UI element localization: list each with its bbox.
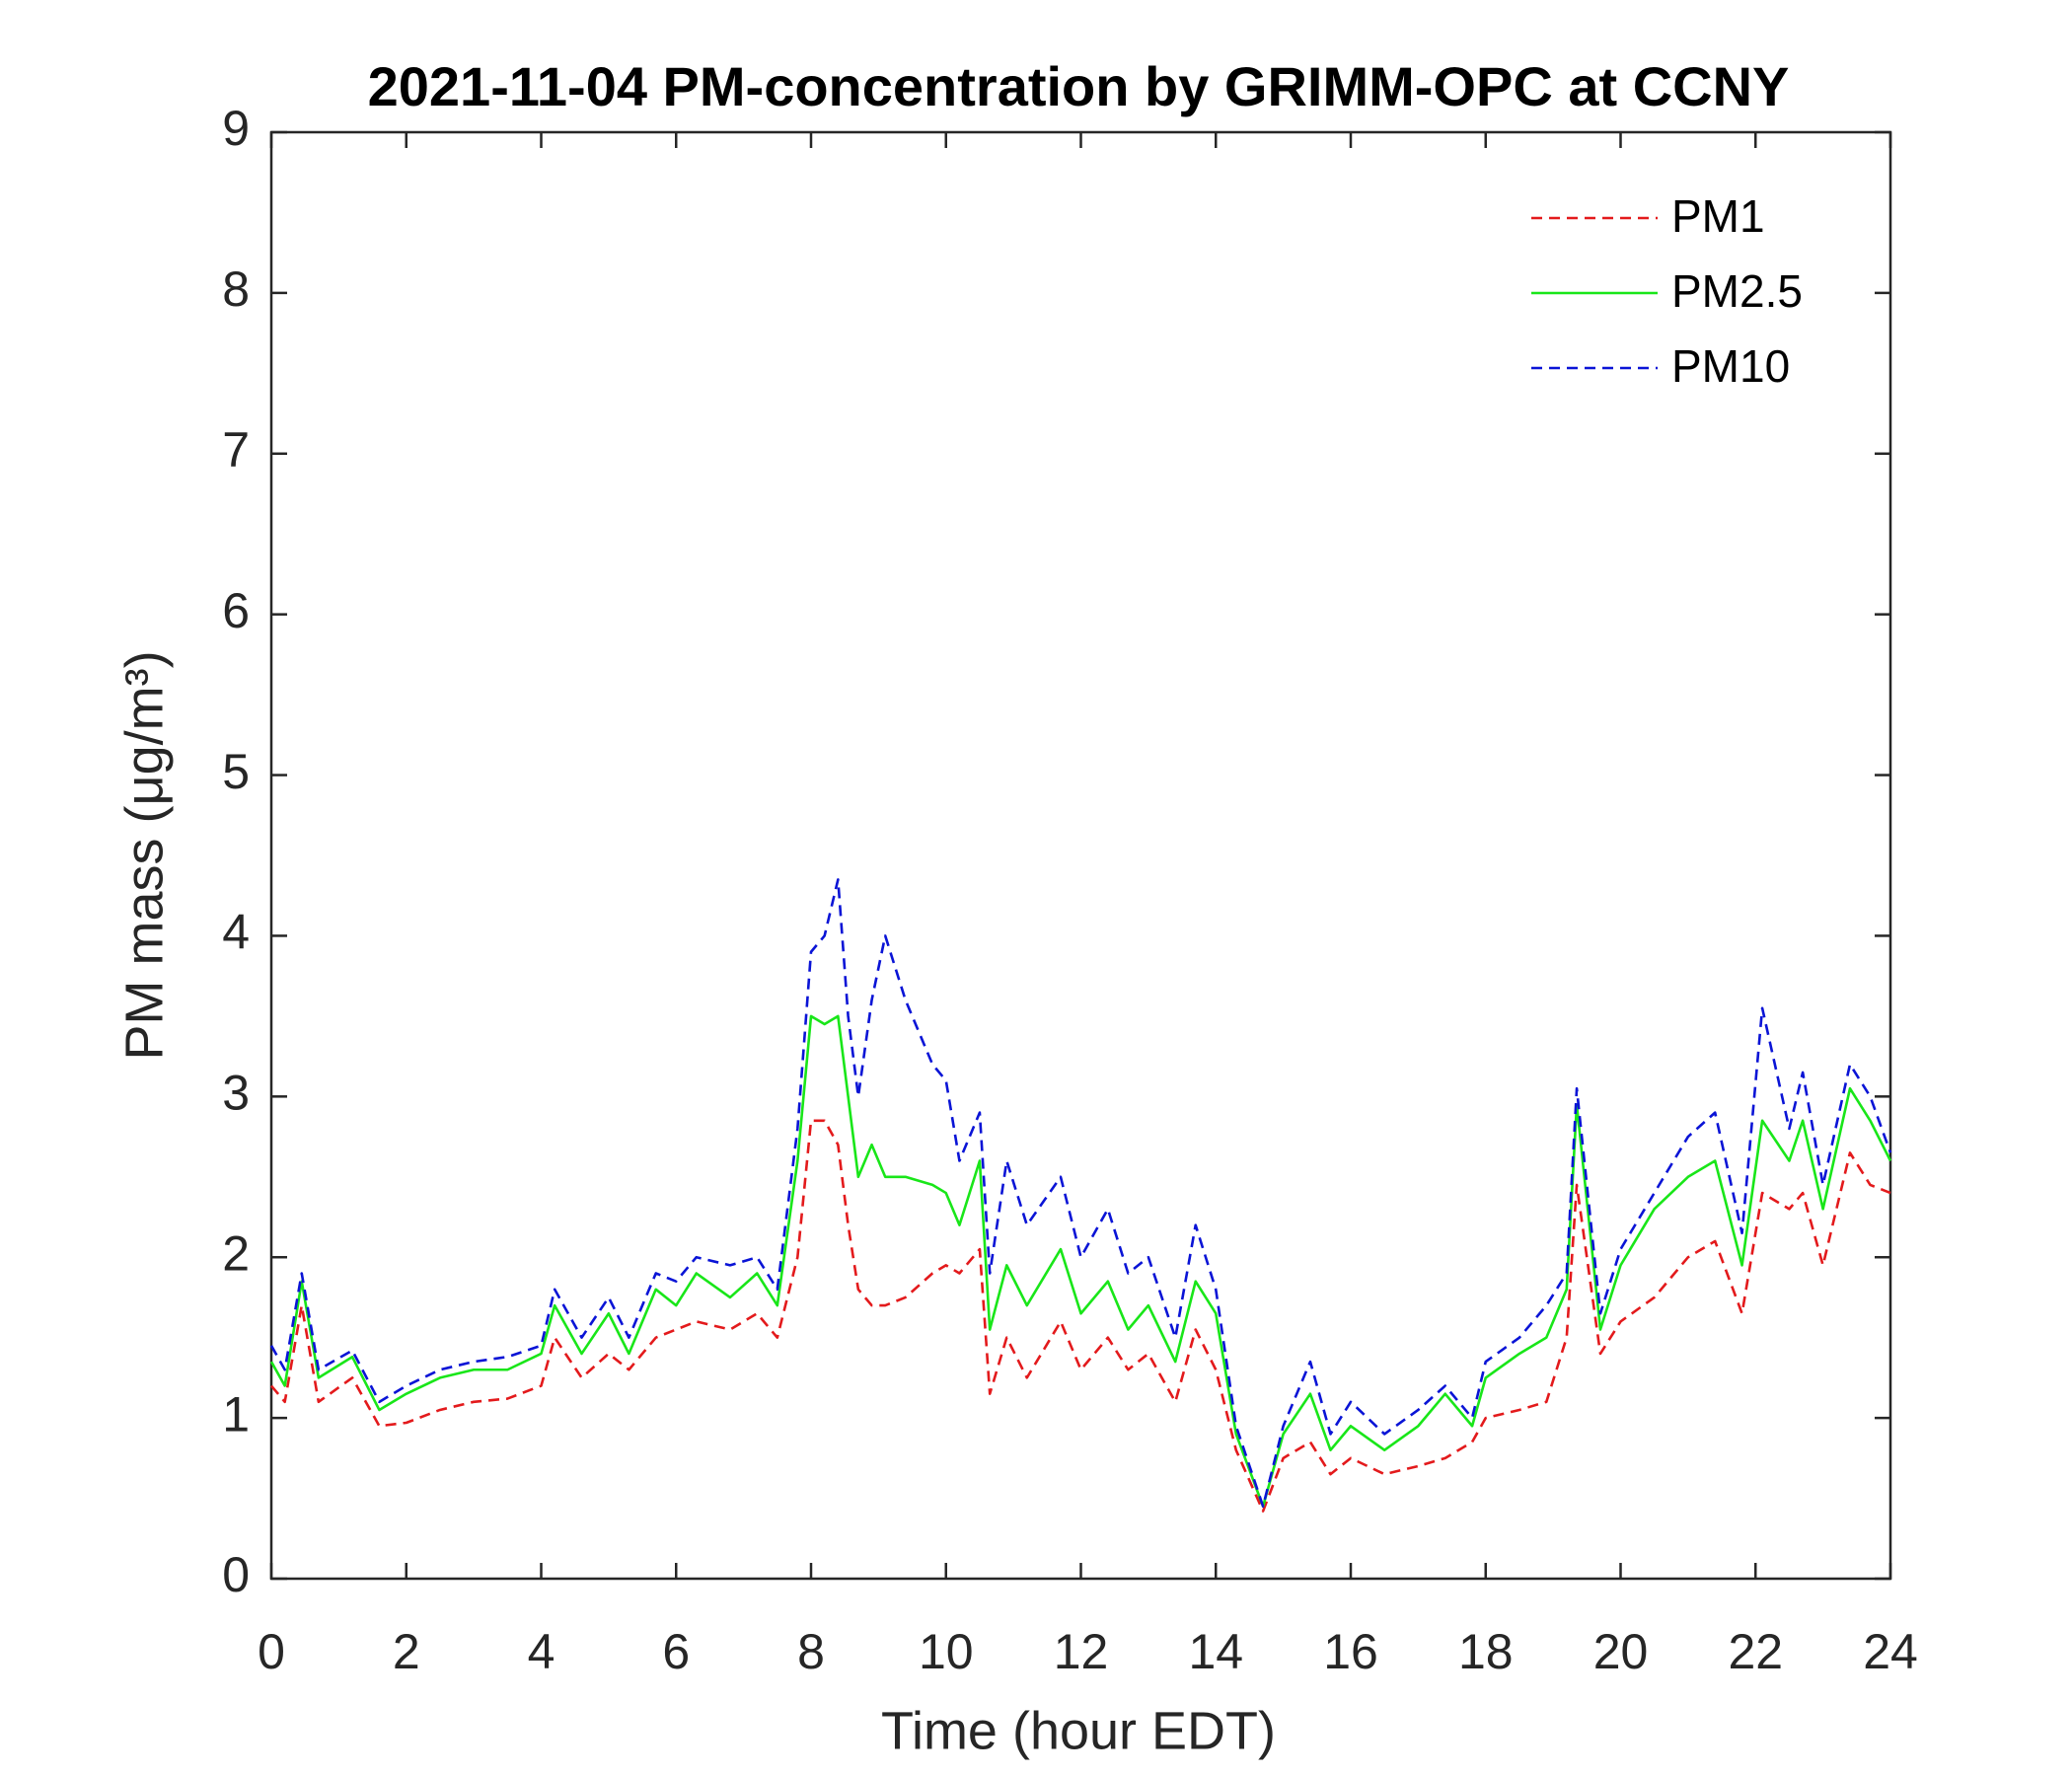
y-axis-label: PM mass (μg/m³) [114,650,174,1060]
x-tick-label: 6 [662,1624,690,1679]
y-tick-label: 1 [222,1386,250,1442]
x-tick-label: 24 [1863,1624,1918,1679]
x-tick-label: 2 [393,1624,420,1679]
x-tick-label: 4 [528,1624,555,1679]
y-tick-label: 8 [222,261,250,317]
y-tick-label: 7 [222,422,250,478]
y-tick-label: 4 [222,905,250,960]
x-axis-label: Time (hour EDT) [881,1701,1276,1760]
x-tick-label: 14 [1188,1624,1243,1679]
x-tick-label: 8 [797,1624,825,1679]
legend-label: PM10 [1671,340,1790,392]
x-tick-label: 16 [1323,1624,1378,1679]
series-line [269,1014,1892,1508]
x-tick-label: 18 [1458,1624,1514,1679]
chart-title: 2021-11-04 PM-concentration by GRIMM-OPC… [368,55,1790,117]
y-tick-label: 3 [222,1066,250,1121]
x-tick-label: 22 [1728,1624,1783,1679]
x-tick-label: 0 [258,1624,285,1679]
legend-label: PM1 [1671,190,1765,242]
y-tick-label: 9 [222,101,250,156]
series-line [270,1119,1891,1513]
y-tick-label: 2 [222,1225,250,1281]
plot-frame [269,130,1892,1581]
y-tick-label: 6 [222,583,250,638]
x-tick-label: 20 [1593,1624,1649,1679]
y-tick-label: 0 [222,1547,250,1602]
y-tick-label: 5 [222,744,250,799]
legend-label: PM2.5 [1671,265,1803,317]
series-line [269,878,1892,1508]
x-tick-label: 12 [1054,1624,1109,1679]
x-tick-label: 10 [919,1624,974,1679]
